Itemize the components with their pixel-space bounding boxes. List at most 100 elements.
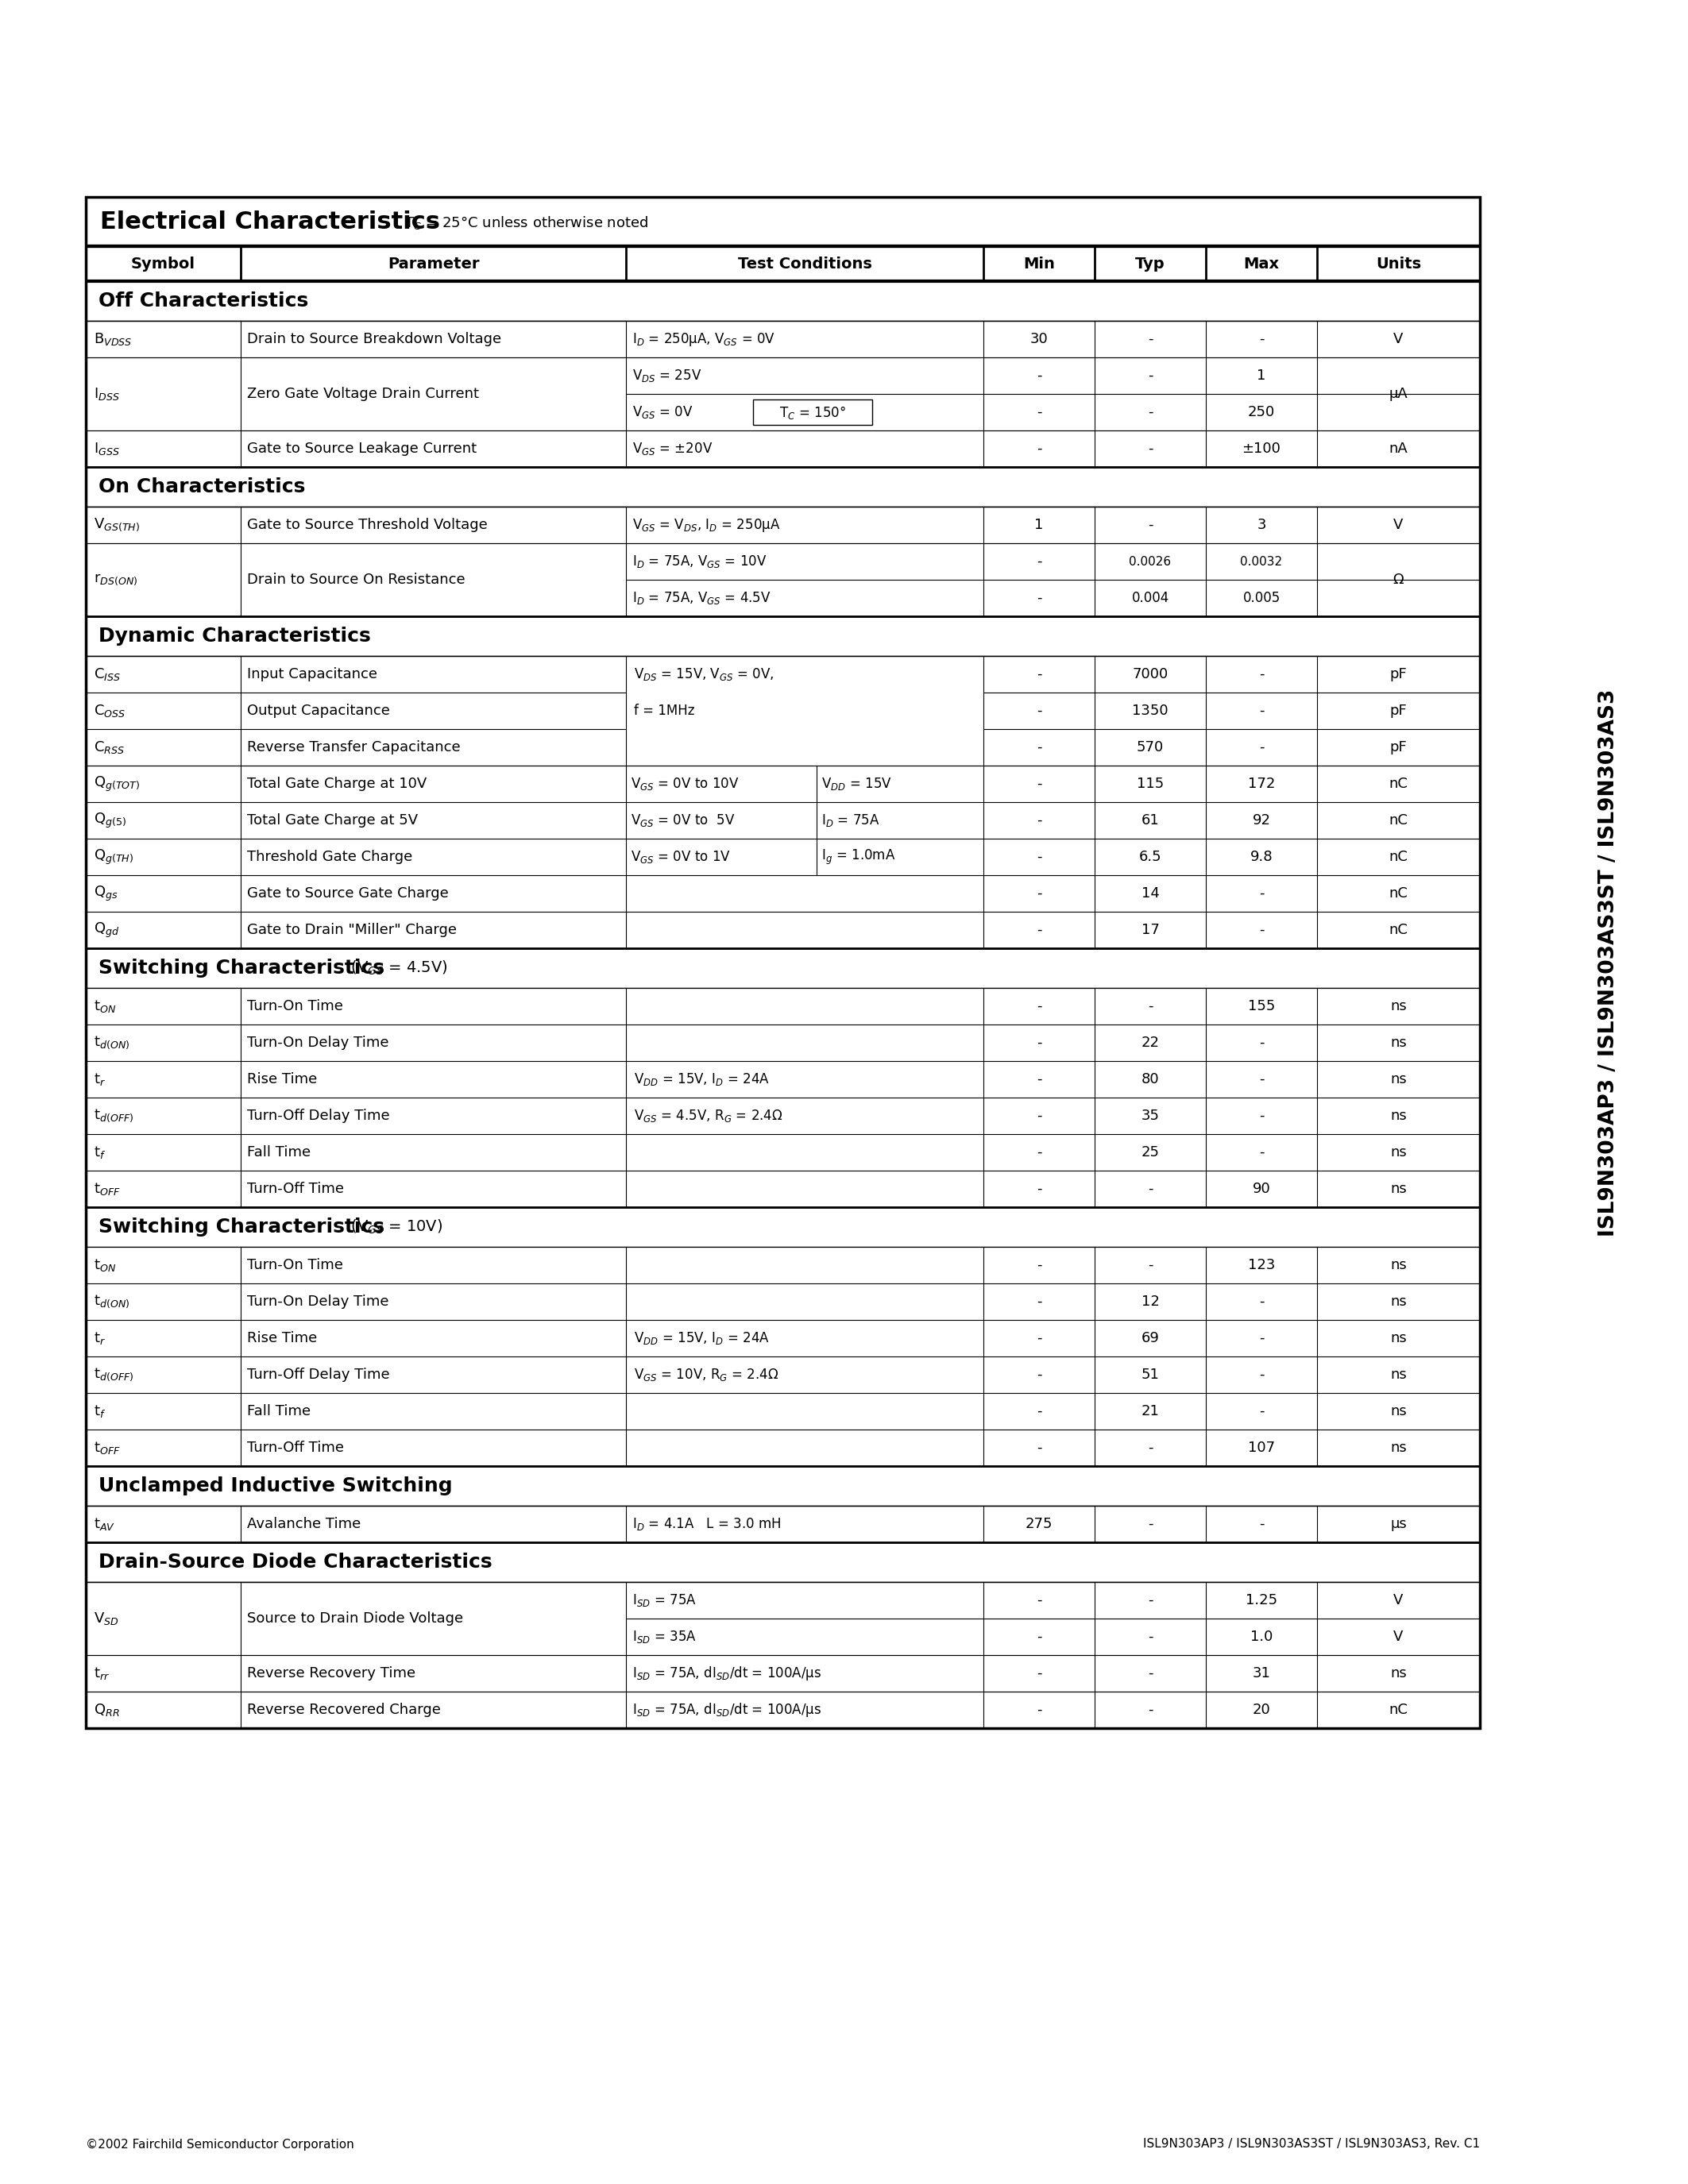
Text: -: - (1036, 850, 1041, 865)
Text: nC: nC (1389, 924, 1408, 937)
Text: -: - (1259, 1404, 1264, 1417)
Text: Max: Max (1244, 256, 1280, 271)
Bar (86, 987, 1480, 1208)
Text: 92: 92 (1252, 812, 1271, 828)
Text: t$_f$: t$_f$ (95, 1404, 106, 1420)
Text: Total Gate Charge at 5V: Total Gate Charge at 5V (246, 812, 419, 828)
Text: -: - (1148, 1518, 1153, 1531)
Text: C$_{RSS}$: C$_{RSS}$ (95, 740, 125, 756)
Text: 123: 123 (1247, 1258, 1274, 1273)
Bar (86, 467, 1480, 507)
Text: V$_{GS}$ = 4.5V, R$_G$ = 2.4Ω: V$_{GS}$ = 4.5V, R$_G$ = 2.4Ω (635, 1107, 783, 1125)
Text: ©2002 Fairchild Semiconductor Corporation: ©2002 Fairchild Semiconductor Corporatio… (86, 2138, 354, 2151)
Text: -: - (1259, 332, 1264, 347)
Text: -: - (1148, 998, 1153, 1013)
Text: -: - (1259, 703, 1264, 719)
Text: V: V (1394, 518, 1403, 533)
Text: Units: Units (1376, 256, 1421, 271)
Text: ns: ns (1391, 1295, 1406, 1308)
Bar (86, 655, 1480, 767)
Text: I$_{GSS}$: I$_{GSS}$ (95, 441, 120, 456)
Text: -: - (1036, 924, 1041, 937)
Text: Reverse Transfer Capacitance: Reverse Transfer Capacitance (246, 740, 461, 753)
Text: -: - (1036, 812, 1041, 828)
Bar (86, 197, 1480, 1728)
Text: -: - (1036, 1367, 1041, 1382)
Text: V: V (1394, 1629, 1403, 1645)
Text: Drain-Source Diode Characteristics: Drain-Source Diode Characteristics (98, 1553, 493, 1572)
Text: Turn-Off Time: Turn-Off Time (246, 1441, 344, 1455)
Text: Rise Time: Rise Time (246, 1072, 317, 1085)
Text: V$_{DD}$ = 15V: V$_{DD}$ = 15V (822, 775, 891, 793)
Text: Turn-Off Time: Turn-Off Time (246, 1182, 344, 1197)
Text: -: - (1259, 1367, 1264, 1382)
Text: 0.004: 0.004 (1131, 592, 1170, 605)
Text: B$_{VDSS}$: B$_{VDSS}$ (95, 332, 132, 347)
Text: Turn-On Time: Turn-On Time (246, 1258, 343, 1273)
Text: ns: ns (1391, 1330, 1406, 1345)
Text: 12: 12 (1141, 1295, 1160, 1308)
Text: Fall Time: Fall Time (246, 1144, 311, 1160)
Bar (86, 1208, 1480, 1247)
Text: ns: ns (1391, 1182, 1406, 1197)
Text: -: - (1036, 1629, 1041, 1645)
Text: Unclamped Inductive Switching: Unclamped Inductive Switching (98, 1476, 452, 1496)
Text: V$_{GS}$ = 0V to 1V: V$_{GS}$ = 0V to 1V (631, 850, 731, 865)
Text: -: - (1036, 441, 1041, 456)
Text: -: - (1148, 404, 1153, 419)
Text: Electrical Characteristics: Electrical Characteristics (100, 210, 441, 234)
Text: -: - (1036, 1330, 1041, 1345)
Text: 1.25: 1.25 (1246, 1592, 1278, 1607)
Text: Switching Characteristics: Switching Characteristics (98, 1216, 385, 1236)
Text: I$_{DSS}$: I$_{DSS}$ (95, 387, 120, 402)
Text: Symbol: Symbol (132, 256, 196, 271)
Text: 31: 31 (1252, 1666, 1271, 1679)
Text: Total Gate Charge at 10V: Total Gate Charge at 10V (246, 778, 427, 791)
Text: -: - (1148, 1258, 1153, 1273)
Text: -: - (1259, 666, 1264, 681)
Text: -: - (1148, 1704, 1153, 1717)
Text: -: - (1036, 1035, 1041, 1051)
Text: -: - (1036, 1404, 1041, 1417)
Text: 115: 115 (1136, 778, 1163, 791)
Bar (753, 400, 873, 426)
Text: pF: pF (1389, 703, 1408, 719)
Text: -: - (1259, 740, 1264, 753)
Text: 0.005: 0.005 (1242, 592, 1280, 605)
Text: 61: 61 (1141, 812, 1160, 828)
Text: 107: 107 (1247, 1441, 1274, 1455)
Text: nC: nC (1389, 812, 1408, 828)
Text: 21: 21 (1141, 1404, 1160, 1417)
Text: -: - (1259, 924, 1264, 937)
Text: 9.8: 9.8 (1251, 850, 1273, 865)
Text: t$_r$: t$_r$ (95, 1072, 106, 1088)
Text: 250: 250 (1247, 404, 1274, 419)
Text: 1350: 1350 (1133, 703, 1168, 719)
Text: t$_{d(ON)}$: t$_{d(ON)}$ (95, 1293, 130, 1310)
Text: Dynamic Characteristics: Dynamic Characteristics (98, 627, 371, 646)
Bar (86, 616, 1480, 655)
Text: ns: ns (1391, 1367, 1406, 1382)
Text: -: - (1259, 887, 1264, 900)
Text: I$_D$ = 75A, V$_{GS}$ = 4.5V: I$_D$ = 75A, V$_{GS}$ = 4.5V (633, 590, 771, 605)
Text: -: - (1036, 592, 1041, 605)
Text: ns: ns (1391, 1144, 1406, 1160)
Text: ns: ns (1391, 1035, 1406, 1051)
Text: Q$_{gs}$: Q$_{gs}$ (95, 885, 118, 902)
Text: V$_{GS}$ = V$_{DS}$, I$_D$ = 250μA: V$_{GS}$ = V$_{DS}$, I$_D$ = 250μA (633, 518, 780, 533)
Text: Q$_{g(TOT)}$: Q$_{g(TOT)}$ (95, 775, 140, 793)
Text: ±100: ±100 (1242, 441, 1281, 456)
Text: Q$_{g(5)}$: Q$_{g(5)}$ (95, 810, 127, 830)
Text: -: - (1148, 1182, 1153, 1197)
Text: -: - (1036, 1704, 1041, 1717)
Text: Test Conditions: Test Conditions (738, 256, 871, 271)
Text: ns: ns (1391, 1666, 1406, 1679)
Text: -: - (1148, 369, 1153, 382)
Text: t$_f$: t$_f$ (95, 1144, 106, 1160)
Text: μA: μA (1389, 387, 1408, 402)
Text: -: - (1148, 1441, 1153, 1455)
Text: C$_{ISS}$: C$_{ISS}$ (95, 666, 122, 681)
Text: ns: ns (1391, 1109, 1406, 1123)
Text: Q$_{g(TH)}$: Q$_{g(TH)}$ (95, 847, 133, 867)
Text: I$_{SD}$ = 75A, dI$_{SD}$/dt = 100A/μs: I$_{SD}$ = 75A, dI$_{SD}$/dt = 100A/μs (633, 1701, 822, 1719)
